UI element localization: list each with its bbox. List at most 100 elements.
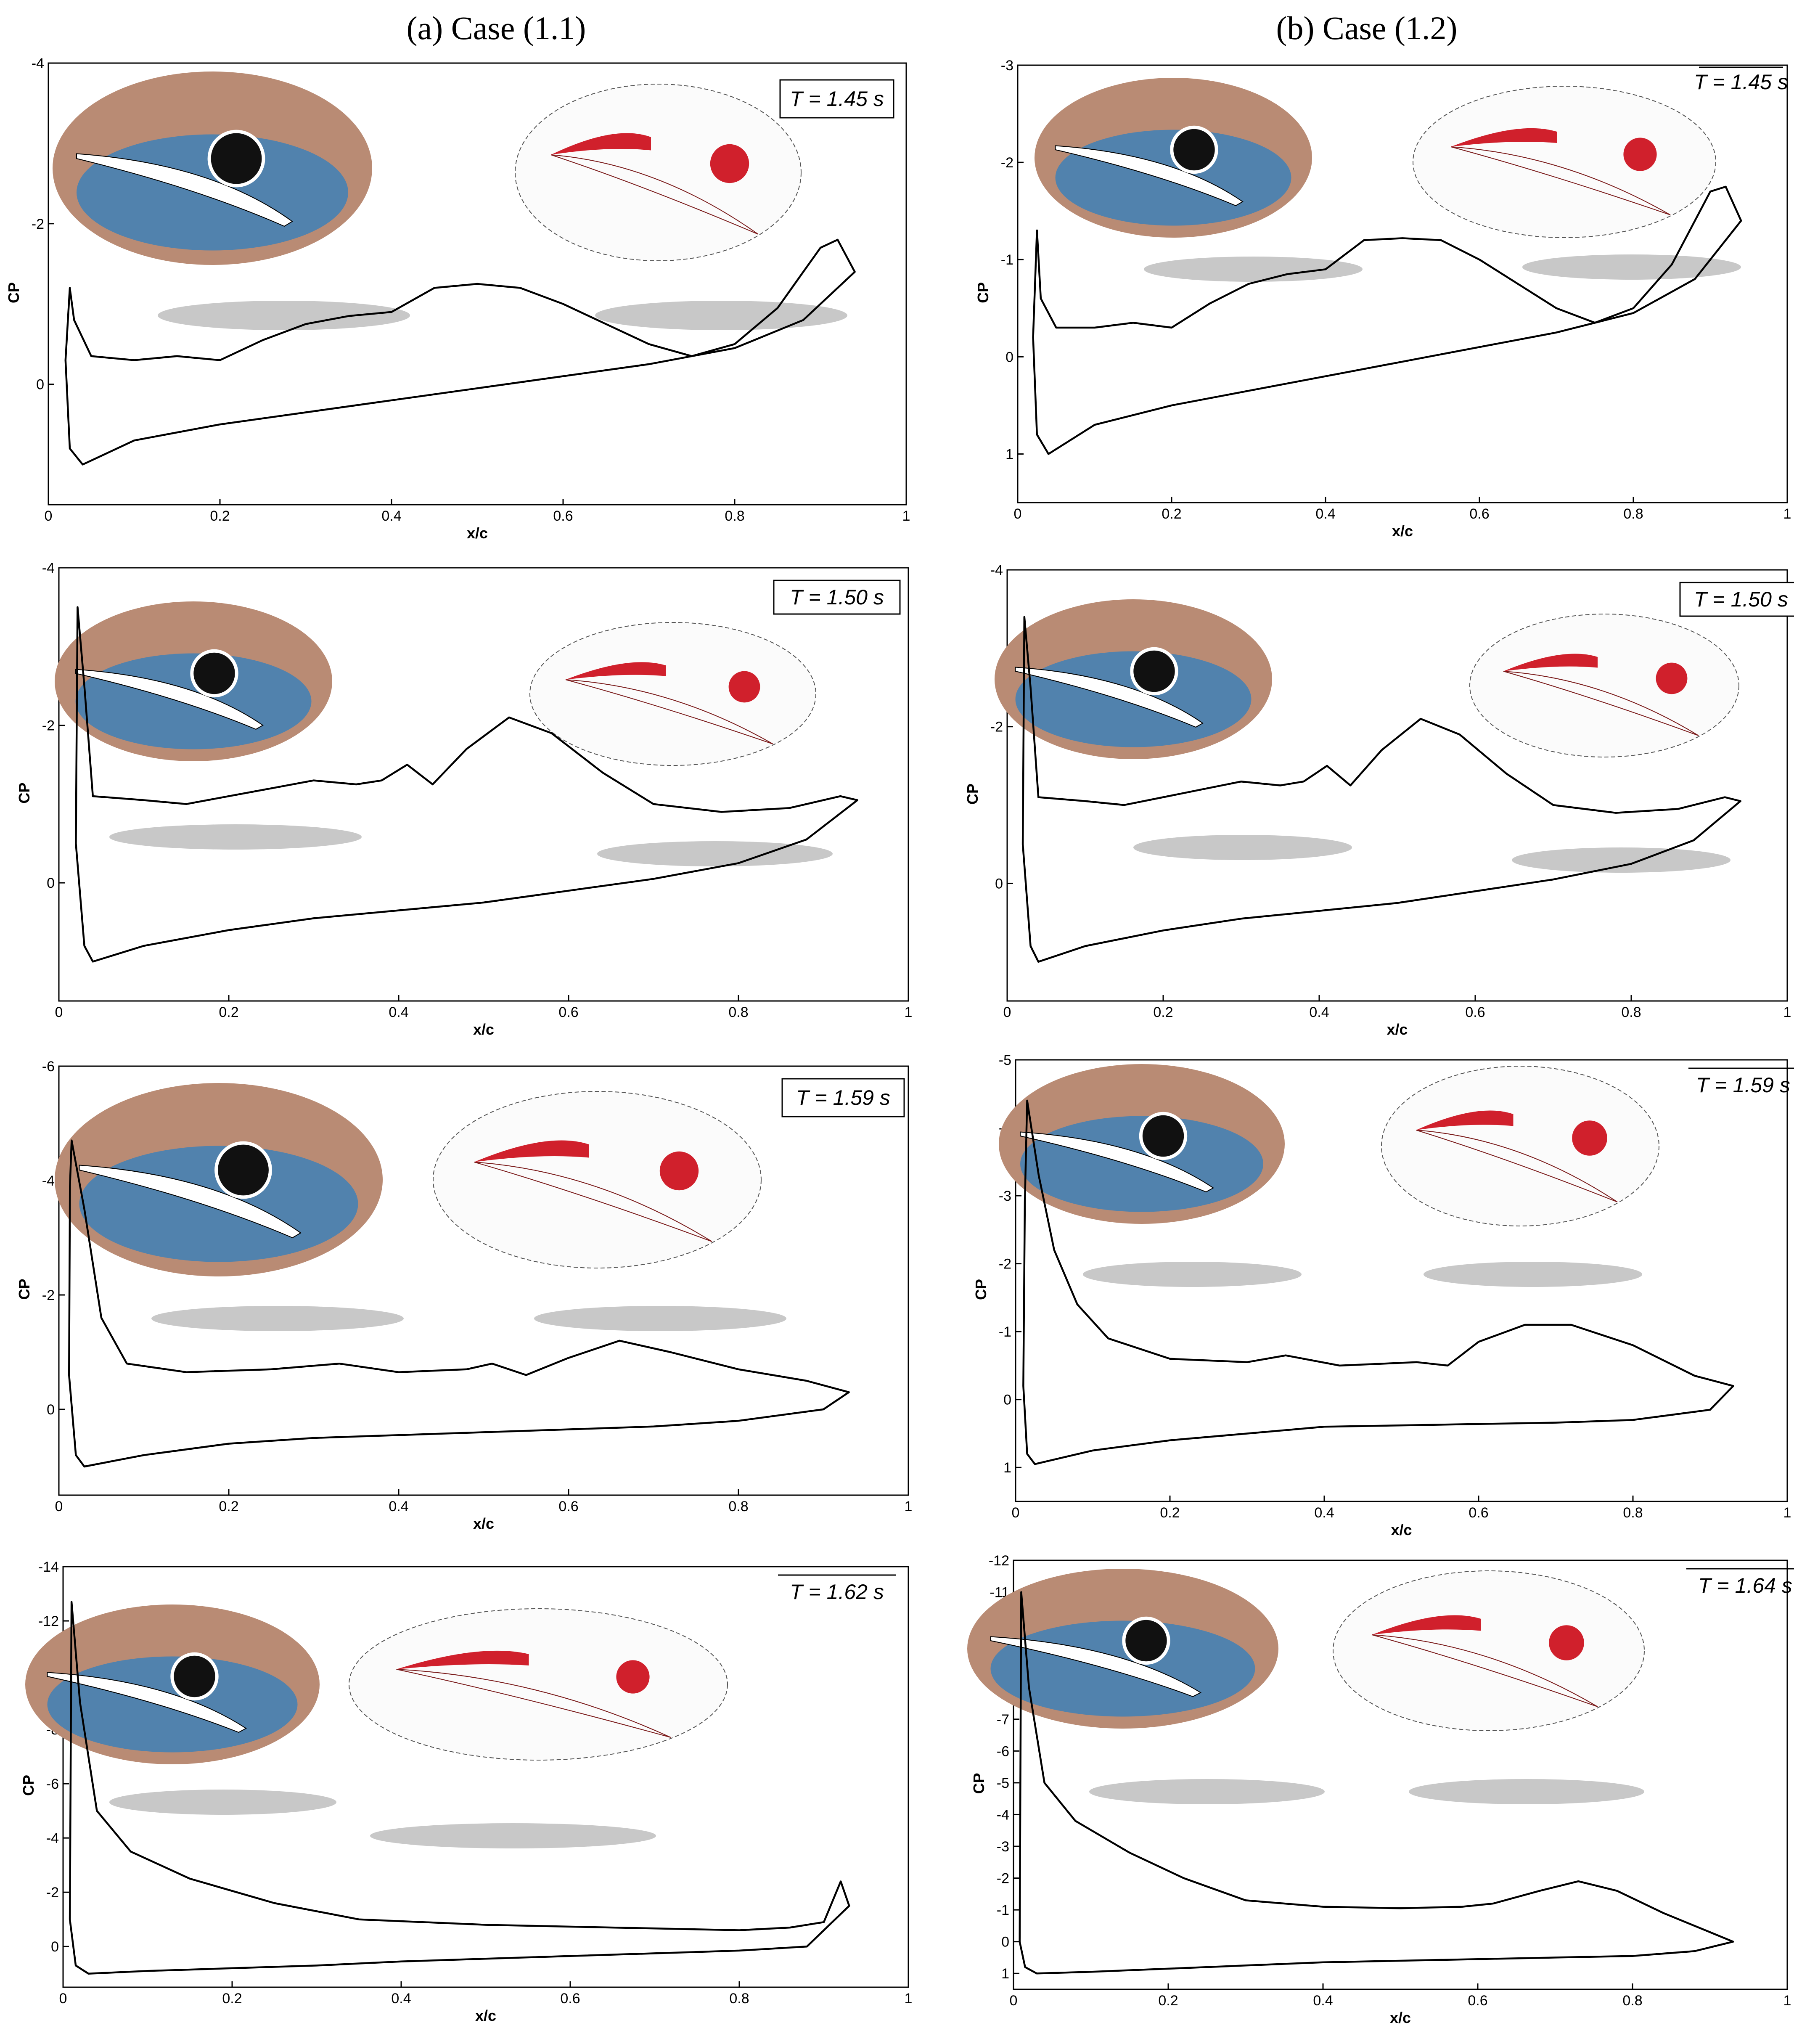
x-tick-label: 0.4 <box>1313 1993 1333 2009</box>
streamline-inset <box>995 599 1272 759</box>
x-tick-label: 1 <box>905 1499 913 1514</box>
vorticity-shear-layer <box>1503 654 1598 671</box>
column-title-b: (b) Case (1.2) <box>1276 10 1458 46</box>
x-axis-label: x/c <box>467 524 488 542</box>
vortex-core <box>1139 1112 1188 1160</box>
vortex-core <box>190 649 238 698</box>
x-tick-label: 0.6 <box>558 1499 578 1514</box>
vorticity-inset <box>349 1608 728 1761</box>
y-tick-label: -5 <box>997 1775 1009 1791</box>
vorticity-blob <box>710 144 749 183</box>
airfoil-shape <box>47 1672 247 1733</box>
y-tick-label: 0 <box>51 1939 59 1955</box>
inset-background <box>1381 1066 1659 1226</box>
x-tick-label: 0.8 <box>1622 1993 1642 2009</box>
x-tick-label: 0.2 <box>1162 506 1181 522</box>
vorticity-inset <box>1413 86 1716 238</box>
y-axis-label: CP <box>970 1773 987 1794</box>
x-tick-label: 0 <box>1010 1993 1018 2009</box>
x-tick-label: 0.4 <box>1309 1004 1329 1020</box>
airfoil-shape <box>79 1165 302 1239</box>
x-tick-label: 0.8 <box>728 1004 748 1020</box>
cp-chart-panel: 0 0.2 0.4 0.6 0.8 1 -3 -2 -1 0 1 x/c CP T = 1.45 s <box>974 58 1791 540</box>
y-tick-label: 0 <box>1005 349 1013 365</box>
y-tick-label: -14 <box>38 1559 59 1575</box>
y-tick-label: -2 <box>997 1871 1009 1887</box>
cp-chart-svg: 0 0.2 0.4 0.6 0.8 1 -6 -4 -2 0 x/c CP T = 1.59 s <box>16 1059 912 1532</box>
inset-shadow <box>158 301 410 330</box>
x-tick-label: 1 <box>1783 1993 1791 2009</box>
vorticity-blob <box>1656 662 1688 694</box>
y-tick-label: -3 <box>1001 58 1013 74</box>
x-tick-label: 0 <box>55 1499 63 1514</box>
streamline-inset <box>53 71 372 265</box>
time-label: T = 1.59 s <box>1696 1073 1790 1097</box>
y-tick-label: 0 <box>1001 1934 1009 1950</box>
y-axis-label: CP <box>16 1279 33 1300</box>
time-label-box <box>779 79 894 119</box>
vorticity-shear-layer <box>1416 1110 1514 1130</box>
inset-shadow <box>109 824 362 850</box>
time-label: T = 1.59 s <box>796 1086 890 1109</box>
y-tick-label: -3 <box>999 1188 1011 1204</box>
plot-frame <box>58 1065 909 1496</box>
vorticity-shear-layer <box>566 662 666 680</box>
time-label: T = 1.50 s <box>790 585 884 609</box>
x-tick-label: 0.6 <box>560 1991 580 2007</box>
time-label: T = 1.64 s <box>1698 1574 1792 1597</box>
y-tick-label: -4 <box>42 560 55 576</box>
streamline-inset <box>967 1569 1278 1729</box>
x-tick-label: 0.4 <box>1315 506 1335 522</box>
time-label: T = 1.62 s <box>790 1580 884 1604</box>
streamline-inset <box>55 1083 383 1276</box>
time-label-box <box>1679 582 1794 617</box>
cp-chart-panel: 0 0.2 0.4 0.6 0.8 1 -6 -4 -2 0 x/c CP T = 1.59 s <box>16 1059 912 1532</box>
y-tick-label: -4 <box>32 56 44 71</box>
vorticity-blob <box>1549 1625 1584 1660</box>
airfoil-shape <box>75 669 264 730</box>
streamline-inset <box>25 1604 320 1764</box>
x-tick-label: 0.6 <box>1468 1993 1487 2009</box>
inset-shadow <box>1089 1779 1325 1804</box>
plot-frame <box>62 1566 909 1988</box>
y-tick-label: -7 <box>997 1712 1009 1728</box>
vorticity-shear-layer <box>1451 128 1557 147</box>
y-tick-label: -4 <box>990 562 1003 578</box>
y-tick-label: -1 <box>997 1902 1009 1918</box>
x-tick-label: 0 <box>1012 1505 1020 1521</box>
x-tick-label: 0.6 <box>1469 506 1489 522</box>
time-label: T = 1.45 s <box>790 87 884 111</box>
x-tick-label: 0.8 <box>728 1499 748 1514</box>
x-tick-label: 1 <box>1783 1004 1791 1020</box>
x-tick-label: 0.4 <box>381 508 401 524</box>
vorticity-blob <box>1572 1120 1607 1156</box>
time-label: T = 1.45 s <box>1694 70 1788 94</box>
vorticity-inset <box>433 1091 762 1268</box>
time-label: T = 1.50 s <box>1694 588 1788 611</box>
y-tick-label: -4 <box>997 1807 1009 1823</box>
cp-chart-panel: 00.20.40.60.81-12-11-10-9-8-7-6-5-4-3-2-… <box>967 1553 1794 2026</box>
cp-chart-svg: 0 0.2 0.4 0.6 0.8 1 -4 -2 0 x/c CP T = 1.45 s <box>5 56 910 542</box>
cp-curve <box>69 1601 850 1975</box>
y-tick-label: 0 <box>36 377 44 393</box>
vorticity-inset <box>515 84 802 261</box>
inset-shadow <box>1522 254 1741 280</box>
time-label-box <box>773 580 901 615</box>
x-tick-label: 0.2 <box>222 1991 242 2007</box>
y-tick-label: -4 <box>42 1173 55 1189</box>
plot-frame <box>1017 64 1788 503</box>
inset-shadow <box>1133 835 1352 860</box>
y-tick-label: -5 <box>999 1052 1011 1068</box>
x-tick-label: 0 <box>55 1004 63 1020</box>
x-tick-label: 0.2 <box>1153 1004 1173 1020</box>
vorticity-inset <box>1469 614 1739 757</box>
vorticity-shear-layer <box>1372 1615 1481 1635</box>
inset-background <box>1413 86 1716 238</box>
vorticity-shear-layer <box>396 1650 529 1669</box>
x-tick-label: 0.8 <box>725 508 744 524</box>
cp-curve <box>1032 185 1742 455</box>
inset-background <box>433 1091 762 1268</box>
inset-shadow <box>1083 1262 1302 1287</box>
